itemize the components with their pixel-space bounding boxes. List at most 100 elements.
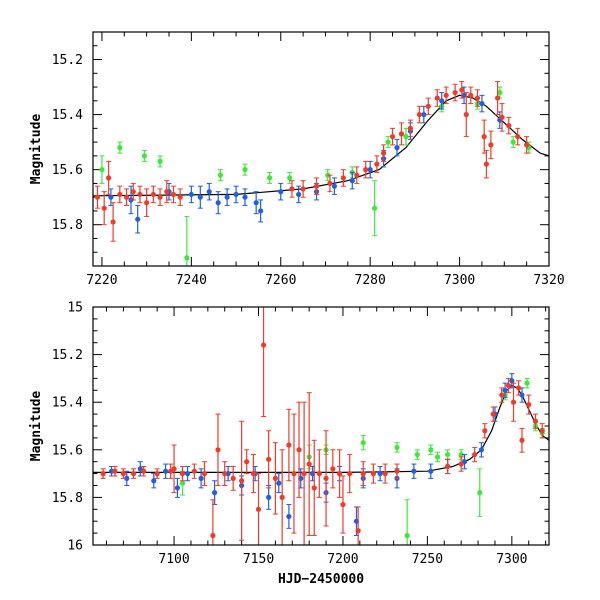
x-tick-label: 7220 <box>86 273 117 288</box>
data-point <box>477 490 483 496</box>
data-point <box>461 92 467 98</box>
data-point <box>300 186 306 192</box>
data-point <box>239 478 245 484</box>
data-point <box>439 98 445 104</box>
y-tick-label: 15.2 <box>52 348 83 363</box>
data-point <box>331 183 338 189</box>
data-point <box>244 459 250 465</box>
data-point <box>524 142 530 148</box>
data-point <box>499 392 505 398</box>
data-point <box>482 428 488 434</box>
data-point <box>340 501 346 508</box>
series-blue <box>108 86 503 234</box>
data-point <box>124 475 130 481</box>
data-point <box>233 191 239 198</box>
data-point <box>101 205 107 211</box>
data-point <box>313 183 320 189</box>
data-point <box>120 471 126 477</box>
data-point <box>179 471 186 477</box>
axis-ticks <box>93 31 550 267</box>
data-point <box>347 471 353 477</box>
data-point <box>206 189 212 195</box>
data-point <box>497 89 503 96</box>
data-point <box>526 401 532 408</box>
data-point <box>411 468 417 474</box>
data-point <box>301 471 307 477</box>
data-point <box>360 471 366 477</box>
data-point <box>306 461 312 467</box>
data-layer <box>93 81 549 266</box>
y-tick-label: 15.6 <box>52 163 83 178</box>
data-point <box>355 528 361 534</box>
data-point <box>519 392 525 398</box>
data-point <box>510 399 517 405</box>
data-point <box>224 194 230 200</box>
data-point <box>425 103 431 109</box>
data-layer <box>93 307 549 545</box>
data-point <box>483 161 490 167</box>
data-point <box>150 191 156 198</box>
x-tick-label: 7250 <box>412 552 443 567</box>
data-point <box>171 466 177 472</box>
x-tick-label: 7150 <box>243 552 274 567</box>
data-point <box>174 485 181 491</box>
data-point <box>363 167 369 173</box>
data-point <box>296 447 302 453</box>
data-point <box>141 153 148 159</box>
x-tick-label: 7260 <box>265 273 296 288</box>
data-point <box>154 471 160 477</box>
y-axis-label: Magnitude <box>29 391 44 462</box>
data-point <box>407 125 414 131</box>
data-point <box>242 194 248 200</box>
data-point <box>291 471 297 477</box>
data-point <box>157 158 163 164</box>
data-point <box>258 208 264 214</box>
data-point <box>112 468 118 474</box>
data-point <box>191 468 197 474</box>
data-point <box>130 189 136 195</box>
data-point <box>488 142 494 148</box>
data-point <box>177 194 183 200</box>
data-point <box>404 532 410 539</box>
data-point <box>458 461 464 467</box>
data-point <box>278 189 284 195</box>
data-point <box>474 95 481 101</box>
data-point <box>458 451 464 458</box>
data-point <box>255 506 262 512</box>
data-point <box>197 194 203 200</box>
data-point <box>349 178 355 184</box>
data-point <box>370 471 376 477</box>
data-point <box>414 451 420 458</box>
data-point <box>499 114 505 120</box>
series-blue <box>108 373 525 536</box>
data-point <box>94 194 101 200</box>
data-point <box>374 161 380 167</box>
data-point <box>367 167 373 173</box>
data-point <box>516 385 522 391</box>
data-point <box>336 471 343 477</box>
data-point <box>394 145 400 151</box>
x-tick-label: 7100 <box>158 552 189 567</box>
y-tick-label: 15 <box>67 301 83 316</box>
data-point <box>144 200 150 206</box>
data-point <box>272 475 278 481</box>
data-point <box>340 175 346 181</box>
data-point <box>130 471 137 477</box>
x-tick-label: 7200 <box>327 552 358 567</box>
data-point <box>377 471 383 477</box>
data-point <box>515 134 521 140</box>
data-point <box>170 191 177 198</box>
data-point <box>459 87 465 93</box>
data-point <box>100 471 106 477</box>
data-point <box>266 456 272 462</box>
series-red <box>94 81 530 242</box>
data-point <box>250 471 257 477</box>
data-point <box>327 180 333 187</box>
data-point <box>445 463 451 470</box>
data-point <box>434 454 441 460</box>
data-point <box>372 205 378 211</box>
data-point <box>539 428 545 434</box>
data-point <box>481 134 487 140</box>
data-point <box>123 194 130 200</box>
